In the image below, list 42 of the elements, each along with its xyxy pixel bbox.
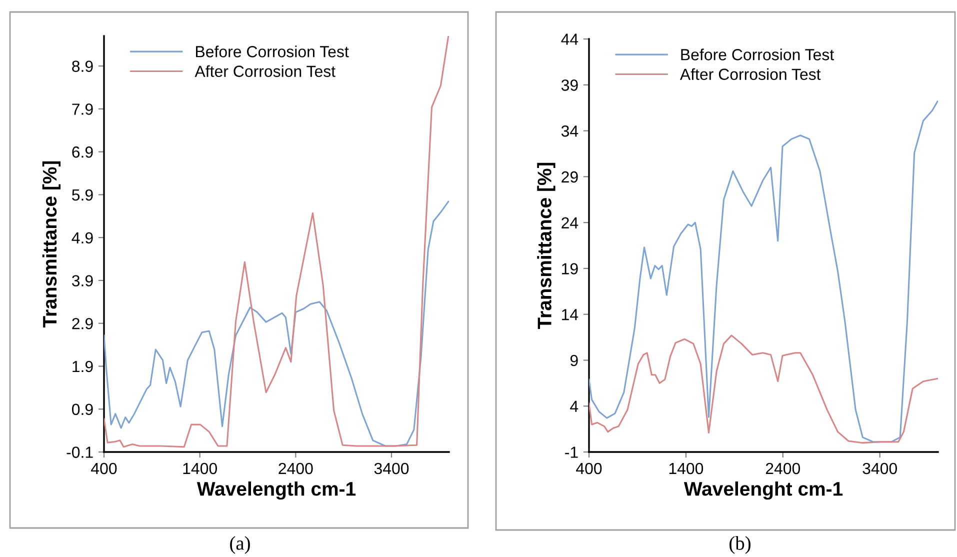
x-axis-title: Wavelength cm-1 <box>196 481 356 500</box>
y-tick-label: -1 <box>565 446 578 458</box>
y-tick-label: -0.1 <box>66 446 93 458</box>
x-tick-label: 400 <box>91 462 117 474</box>
y-tick-label: 4.9 <box>72 232 93 244</box>
line-series <box>104 36 449 448</box>
line-series <box>589 334 938 444</box>
line-series <box>104 200 449 447</box>
y-tick-label: 7.9 <box>72 104 93 115</box>
x-tick-label: 400 <box>576 462 602 474</box>
y-tick-label: 3.9 <box>72 275 93 286</box>
y-tick-label: 19 <box>562 263 578 274</box>
legend-label: Before Corrosion Test <box>196 46 349 58</box>
x-tick-label: 1400 <box>183 462 217 474</box>
legend-label: After Corrosion Test <box>194 65 336 77</box>
x-axis-title: Wavelenght cm-1 <box>684 481 843 500</box>
y-tick-label: 24 <box>562 217 578 228</box>
y-tick-label: 5.9 <box>72 189 93 201</box>
y-tick-label: 14 <box>562 309 578 320</box>
line-series <box>589 100 938 443</box>
y-tick-label: 34 <box>561 125 578 137</box>
y-axis-title: Transmittance [%] <box>42 161 61 328</box>
x-tick-label: 1400 <box>669 462 704 474</box>
x-tick-label: 2400 <box>766 462 800 474</box>
y-tick-label: 8.9 <box>72 60 93 72</box>
y-tick-label: 39 <box>561 80 578 91</box>
y-tick-label: 6.9 <box>72 146 93 158</box>
x-tick-label: 3400 <box>374 462 409 474</box>
y-tick-label: 29 <box>562 171 578 183</box>
x-tick-label: 2400 <box>278 462 313 474</box>
legend-label: After Corrosion Test <box>680 68 821 80</box>
y-tick-label: 0.9 <box>72 404 93 416</box>
x-tick-label: 3400 <box>862 462 897 474</box>
y-tick-label: 4 <box>570 400 578 412</box>
text: (b) <box>730 536 750 554</box>
y-tick-label: 1.9 <box>72 360 93 372</box>
legend-label: Before Corrosion Test <box>681 48 834 60</box>
text: (a) <box>230 536 250 554</box>
y-tick-label: 9 <box>570 354 578 366</box>
y-tick-label: 44 <box>561 34 578 45</box>
y-tick-label: 2.9 <box>72 318 93 330</box>
y-axis-title: Transmittance [%] <box>537 162 556 330</box>
